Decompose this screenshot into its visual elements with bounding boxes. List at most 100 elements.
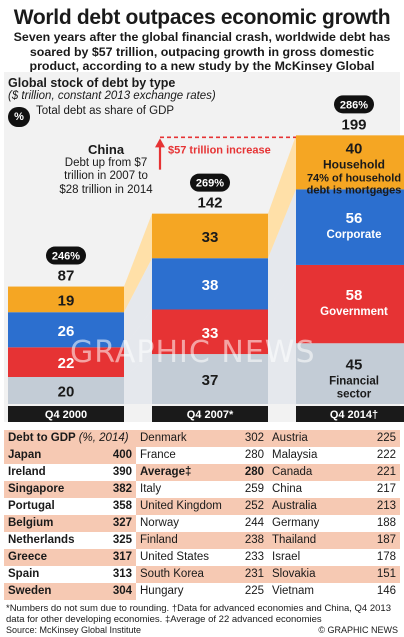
source: Source: McKinsey Global Institute <box>6 625 142 635</box>
table-row: Sweden 304 <box>4 583 136 600</box>
page-title: World debt outpaces economic growth <box>13 6 391 29</box>
table-row: China 217 <box>268 481 400 498</box>
category-band-0 <box>8 406 124 422</box>
table-row: Malaysia 222 <box>268 447 400 464</box>
table-row: Germany 188 <box>268 515 400 532</box>
country-name: Thailand <box>272 534 317 546</box>
country-value: 222 <box>376 449 396 461</box>
total-label-0: 87 <box>58 268 75 285</box>
gdp-badge-2 <box>334 95 374 114</box>
country-name: Sweden <box>8 585 52 597</box>
table-row: Norway 244 <box>136 515 268 532</box>
table-row: United Kingdom 252 <box>136 498 268 515</box>
country-value: 231 <box>244 568 264 580</box>
series-label-government: Government <box>320 306 388 318</box>
country-name: Norway <box>140 517 179 529</box>
country-value: 304 <box>112 585 132 597</box>
table-column: Austria 225 Malaysia 222 Canada 221 China 217 Au… <box>268 430 400 600</box>
country-value: 213 <box>376 500 396 512</box>
country-name: Hungary <box>140 585 184 597</box>
country-name: Israel <box>272 551 301 563</box>
bar-corporate-2 <box>296 189 404 265</box>
household-note-line1: 74% of household <box>307 172 401 184</box>
table-row: Israel 178 <box>268 549 400 566</box>
country-value: 327 <box>112 517 132 529</box>
gdp-badge-label-2: 286% <box>340 99 368 111</box>
bar-financial-1 <box>152 354 268 404</box>
category-band-1 <box>152 406 268 422</box>
table-row: Singapore 382 <box>4 481 136 498</box>
legend-badge: % <box>8 107 30 127</box>
table-row: Belgium 327 <box>4 515 136 532</box>
country-value: 252 <box>244 500 264 512</box>
table-row: Canada 221 <box>268 464 400 481</box>
table-row: Austria 225 <box>268 430 400 447</box>
bar-government-1 <box>152 309 268 355</box>
country-value: 225 <box>244 585 264 597</box>
gdp-badge-1 <box>190 173 230 192</box>
country-value: 151 <box>376 568 396 580</box>
data-label-corporate-0: 26 <box>58 323 75 340</box>
table-row: Vietnam 146 <box>268 583 400 600</box>
category-label-2: Q4 2014† <box>330 409 378 421</box>
table-row: France 280 <box>136 447 268 464</box>
country-name: Italy <box>140 483 162 495</box>
country-name: Austria <box>272 432 308 444</box>
table-row: Portugal 358 <box>4 498 136 515</box>
country-value: 225 <box>376 432 396 444</box>
data-label-household-1: 33 <box>202 229 219 246</box>
total-label-2: 199 <box>341 116 366 133</box>
bar-government-0 <box>8 347 124 377</box>
household-note-line2: debt is mortgages <box>307 184 402 196</box>
country-name: Canada <box>272 466 313 478</box>
table-row: Average‡ 280 <box>136 464 268 481</box>
table-row: Australia 213 <box>268 498 400 515</box>
footnote: *Numbers do not sum due to rounding. †Da… <box>6 603 391 625</box>
table-row: Finland 238 <box>136 532 268 549</box>
table-column: Denmark 302 France 280 Average‡ 280 Italy 259 Un… <box>136 430 268 600</box>
country-name: France <box>140 449 176 461</box>
series-label-household: Household <box>323 157 385 171</box>
chart-unit: ($ trillion, constant 2013 exchange rate… <box>8 90 216 102</box>
table-header-label: Debt to GDP (%, 2014) <box>8 432 129 444</box>
country-name: Vietnam <box>272 585 314 597</box>
china-note: China Debt up from $7 trillion in 2007 t… <box>56 143 156 197</box>
credit: © GRAPHIC NEWS <box>318 625 398 635</box>
table-row: Italy 259 <box>136 481 268 498</box>
country-value: 390 <box>112 466 132 478</box>
series-label-financial-a: Financial <box>329 376 379 388</box>
country-name: Spain <box>8 568 40 580</box>
connector-corporate-1 <box>268 189 296 310</box>
country-name: Finland <box>140 534 178 546</box>
country-name: United Kingdom <box>140 500 222 512</box>
data-label-household-2: 40 <box>346 140 363 157</box>
watermark: GRAPHIC NEWS <box>70 335 316 370</box>
country-value: 259 <box>244 483 264 495</box>
data-label-corporate-1: 38 <box>202 277 219 294</box>
bar-household-1 <box>152 213 268 259</box>
connector-government-1 <box>268 264 296 355</box>
table-row: United States 233 <box>136 549 268 566</box>
bar-financial-2 <box>296 343 404 404</box>
country-name: Germany <box>272 517 320 529</box>
category-label-1: Q4 2007* <box>187 409 234 421</box>
country-value: 382 <box>112 483 132 495</box>
country-name: Ireland <box>8 466 46 478</box>
data-label-government-2: 58 <box>346 287 363 304</box>
connector-financial-1 <box>268 343 296 404</box>
table-header: Debt to GDP (%, 2014) <box>4 430 136 447</box>
country-name: South Korea <box>140 568 204 580</box>
country-name: Belgium <box>8 517 54 529</box>
country-value: 244 <box>244 517 264 529</box>
country-value: 280 <box>244 466 264 478</box>
bar-financial-0 <box>8 377 124 404</box>
country-value: 325 <box>112 534 132 546</box>
connector-household-1 <box>268 135 296 259</box>
table-header-unit: (%, 2014) <box>78 432 129 444</box>
data-label-financial-1: 37 <box>202 372 219 389</box>
country-value: 313 <box>112 568 132 580</box>
table-row: Ireland 390 <box>4 464 136 481</box>
table-column: Debt to GDP (%, 2014) Japan 400 Ireland 390 S… <box>4 430 136 600</box>
debt-to-gdp-table: Debt to GDP (%, 2014) Japan 400 Ireland 390 S… <box>4 430 400 602</box>
country-value: 400 <box>112 449 132 461</box>
